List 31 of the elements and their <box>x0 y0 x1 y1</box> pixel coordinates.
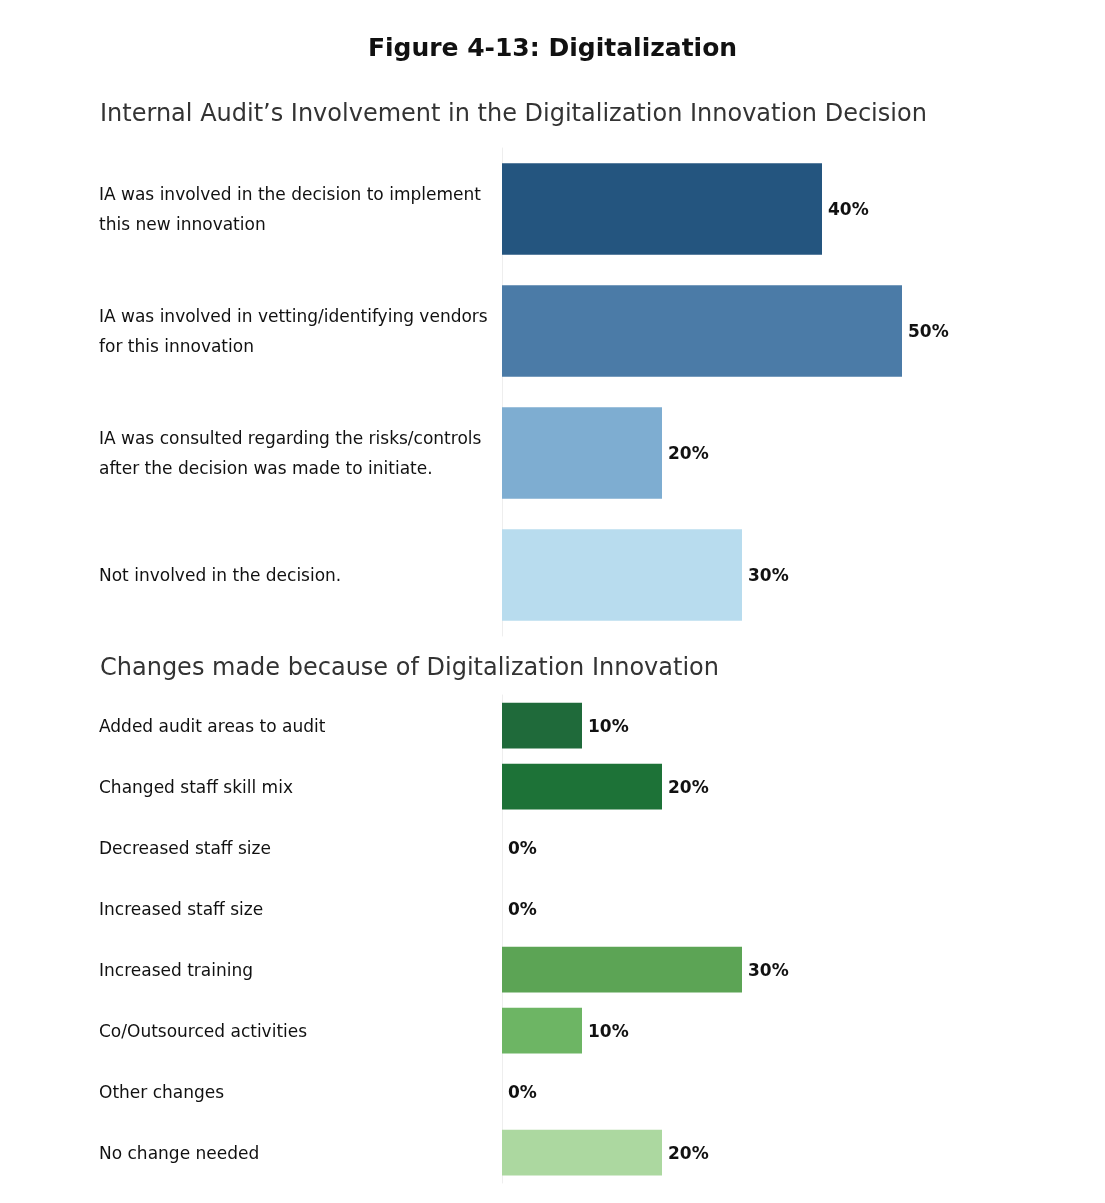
y-tick-label: Added audit areas to audit <box>99 715 326 736</box>
y-tick-label: IA was involved in the decision to implement this new innovation <box>99 184 487 234</box>
data-label: 0% <box>508 898 537 919</box>
chart-title: Changes made because of Digitalization Innovation <box>100 653 719 681</box>
data-label: 10% <box>588 715 629 736</box>
data-label: 0% <box>508 1081 537 1102</box>
y-tick-label: Increased staff size <box>99 898 264 919</box>
y-tick-label: IA was involved in vetting/identifying vendors for this innovation <box>99 306 494 356</box>
bar <box>502 529 742 621</box>
data-label: 40% <box>828 199 869 219</box>
y-tick-label: Not involved in the decision. <box>99 565 342 585</box>
bar <box>502 407 662 499</box>
y-tick-label: Other changes <box>99 1081 225 1102</box>
chart-subtitle: Internal Audit’s Involvement in the Digitalization Innovation Decision <box>100 99 927 127</box>
data-label: 20% <box>668 443 709 463</box>
data-label: 30% <box>748 959 789 980</box>
chart-title: Figure 4-13: Digitalization <box>367 33 738 62</box>
y-tick-label: No change needed <box>99 1142 260 1163</box>
data-label: 10% <box>588 1020 629 1041</box>
bar <box>502 163 822 255</box>
y-tick-label: Co/Outsourced activities <box>99 1020 308 1041</box>
y-tick-label: Changed staff skill mix <box>99 776 293 797</box>
y-tick-label: IA was consulted regarding the risks/controls after the decision was made to initiate. <box>99 428 487 478</box>
y-tick-label: Increased training <box>99 959 253 980</box>
data-label: 20% <box>668 776 709 797</box>
data-label: 50% <box>908 321 949 341</box>
data-label: 30% <box>748 565 789 585</box>
data-label: 20% <box>668 1142 709 1163</box>
data-label: 0% <box>508 837 537 858</box>
bar <box>502 285 902 377</box>
y-tick-label: Decreased staff size <box>99 837 271 858</box>
